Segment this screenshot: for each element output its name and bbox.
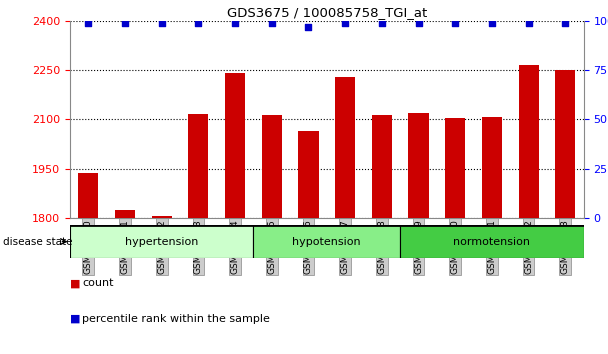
Bar [409,113,429,218]
Bar [151,216,171,218]
Point [340,21,350,26]
Point [377,21,387,26]
Bar [371,115,392,218]
Text: ■: ■ [70,314,80,324]
Bar [482,117,502,218]
Text: normotension: normotension [454,236,530,247]
Title: GDS3675 / 100085758_TGI_at: GDS3675 / 100085758_TGI_at [227,6,427,19]
Bar [261,115,282,218]
Text: ■: ■ [70,278,80,288]
Text: disease state: disease state [3,238,72,247]
Point [157,21,167,26]
Bar [254,225,400,258]
Point [451,21,460,26]
Point [487,21,497,26]
Bar [445,118,465,218]
Bar [519,65,539,218]
Text: percentile rank within the sample: percentile rank within the sample [82,314,270,324]
Bar [335,77,355,218]
Point [83,21,93,26]
Bar [188,114,209,218]
Point [267,21,277,26]
Text: hypotension: hypotension [292,236,361,247]
Point [230,21,240,26]
Point [193,21,203,26]
Point [303,24,313,30]
Point [561,21,570,26]
Point [523,21,533,26]
Bar [225,73,245,218]
Bar [555,70,575,218]
Bar [115,210,135,218]
Point [413,21,423,26]
Text: count: count [82,278,114,288]
Text: hypertension: hypertension [125,236,198,247]
Bar [299,131,319,218]
Bar [78,172,98,218]
Point [120,21,130,26]
Bar [70,225,254,258]
Bar [400,225,584,258]
